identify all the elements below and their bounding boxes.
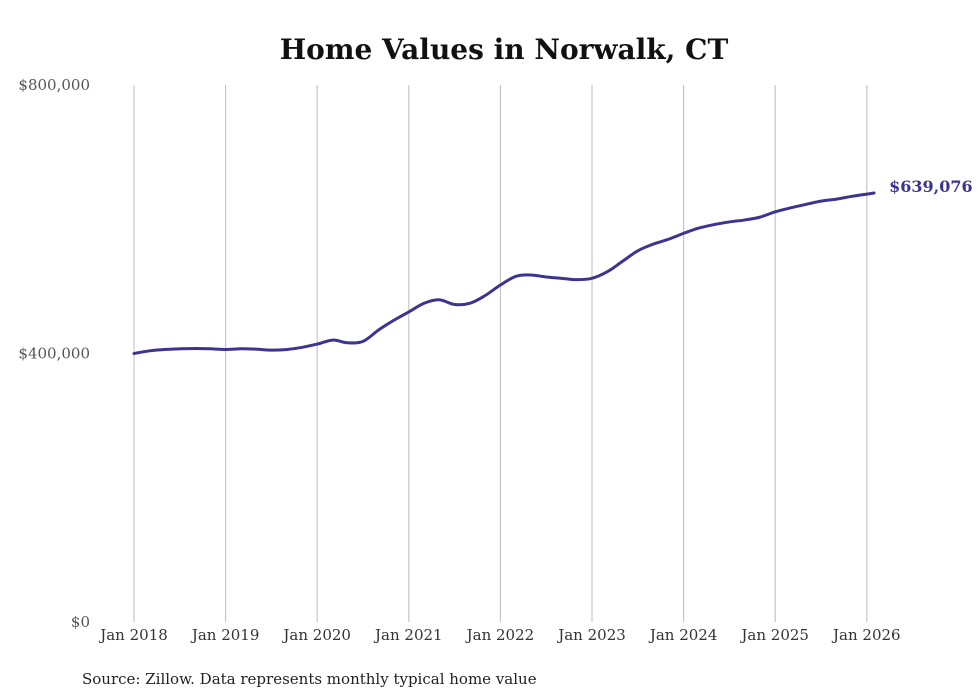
data-point <box>667 238 669 240</box>
data-point <box>270 349 272 351</box>
data-point <box>286 348 288 350</box>
data-point <box>850 195 852 197</box>
y-axis: $0 $400,000 $800,000 <box>18 76 90 631</box>
series-layer: $639,076 <box>132 177 973 355</box>
data-point <box>300 346 302 348</box>
data-point <box>820 200 822 202</box>
x-tick-label: Jan 2020 <box>281 626 351 644</box>
data-point <box>804 203 806 205</box>
chart-title: Home Values in Norwalk, CT <box>280 33 729 66</box>
data-point <box>316 343 318 345</box>
data-point <box>133 352 135 354</box>
x-tick-label: Jan 2024 <box>648 626 718 644</box>
data-point <box>682 232 684 234</box>
data-point <box>728 221 730 223</box>
grid-lines <box>133 85 868 622</box>
data-point <box>545 276 547 278</box>
data-point <box>499 284 501 286</box>
x-tick-label: Jan 2026 <box>831 626 901 644</box>
data-point <box>377 329 379 331</box>
data-point <box>529 274 531 276</box>
x-tick-label: Jan 2019 <box>190 626 260 644</box>
data-point <box>713 223 715 225</box>
data-point <box>637 250 639 252</box>
y-tick-label: $400,000 <box>18 345 90 363</box>
y-tick-label: $800,000 <box>18 76 90 94</box>
data-point <box>224 348 226 350</box>
source-note: Source: Zillow. Data represents monthly … <box>82 670 537 688</box>
data-point <box>332 339 334 341</box>
series-line-0 <box>132 191 876 355</box>
data-point <box>698 227 700 229</box>
data-point <box>758 216 760 218</box>
x-tick-label: Jan 2025 <box>739 626 809 644</box>
data-point <box>744 219 746 221</box>
data-point <box>621 260 623 262</box>
data-point <box>194 347 196 349</box>
data-point <box>774 211 776 213</box>
data-point <box>362 340 364 342</box>
data-point <box>255 348 257 350</box>
data-point <box>652 243 654 245</box>
data-point <box>575 278 577 280</box>
data-point <box>148 350 150 352</box>
x-tick-label: Jan 2021 <box>373 626 443 644</box>
data-point <box>346 342 348 344</box>
data-point <box>179 348 181 350</box>
data-point <box>438 299 440 301</box>
data-point <box>209 348 211 350</box>
data-point <box>423 302 425 304</box>
data-point <box>453 303 455 305</box>
data-point <box>835 198 837 200</box>
x-axis: Jan 2018 Jan 2019 Jan 2020 Jan 2021 Jan 2022… <box>98 626 900 644</box>
data-point <box>561 277 563 279</box>
data-point <box>240 348 242 350</box>
data-point <box>163 348 165 350</box>
end-value-label: $639,076 <box>889 177 973 196</box>
data-point <box>515 275 517 277</box>
data-point <box>591 277 593 279</box>
data-point <box>790 207 792 209</box>
x-tick-label: Jan 2022 <box>465 626 535 644</box>
data-point <box>392 319 394 321</box>
x-tick-label: Jan 2023 <box>556 626 626 644</box>
y-tick-label: $0 <box>71 613 90 631</box>
data-point <box>606 270 608 272</box>
data-point <box>408 311 410 313</box>
data-point <box>469 302 471 304</box>
data-point <box>873 192 875 194</box>
x-tick-label: Jan 2018 <box>98 626 168 644</box>
data-point <box>484 295 486 297</box>
